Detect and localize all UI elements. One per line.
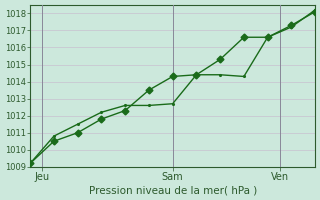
X-axis label: Pression niveau de la mer( hPa ): Pression niveau de la mer( hPa ) [89,185,257,195]
